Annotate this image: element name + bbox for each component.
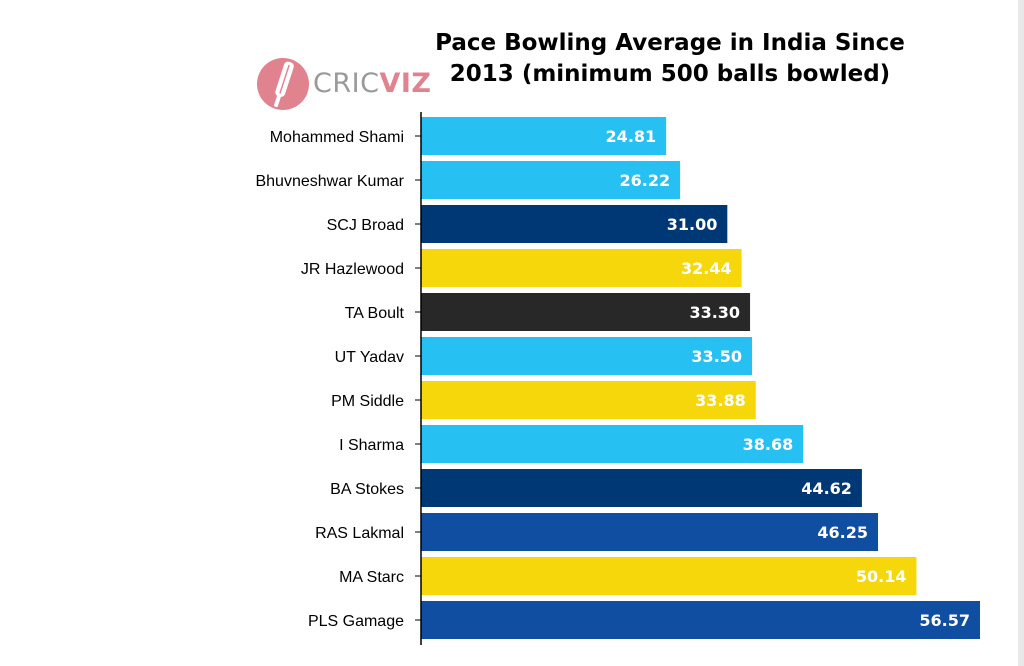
logo-wordmark: CRICVIZ	[313, 68, 431, 99]
value-label: 33.50	[691, 347, 742, 366]
value-label: 33.88	[695, 391, 746, 410]
category-label: RAS Lakmal	[315, 525, 404, 542]
bar	[421, 161, 681, 199]
bar	[421, 513, 879, 551]
value-label: 38.68	[743, 435, 794, 454]
category-label: PM Siddle	[331, 393, 404, 410]
category-label: TA Boult	[345, 305, 405, 322]
value-label: 50.14	[856, 567, 907, 586]
bar	[421, 293, 751, 331]
bar	[421, 469, 862, 507]
bar	[421, 249, 742, 287]
bar	[421, 205, 728, 243]
logo-text-cric: CRIC	[313, 68, 380, 99]
cricviz-logo: CRICVIZ	[255, 56, 431, 112]
value-label: 56.57	[919, 611, 970, 630]
category-label: UT Yadav	[335, 349, 404, 366]
category-label: Mohammed Shami	[270, 129, 404, 146]
chart-title-line-2: 2013 (minimum 500 balls bowled)	[449, 61, 891, 87]
category-label: I Sharma	[339, 437, 404, 454]
value-label: 32.44	[681, 259, 732, 278]
chart-title: Pace Bowling Average in India Since 2013…	[380, 28, 960, 90]
bar	[421, 337, 753, 375]
category-label: SCJ Broad	[327, 217, 404, 234]
category-label: JR Hazlewood	[301, 261, 404, 278]
bar	[421, 601, 980, 639]
category-label: Bhuvneshwar Kumar	[255, 173, 404, 190]
value-label: 26.22	[619, 171, 670, 190]
category-label: PLS Gamage	[308, 613, 404, 630]
category-label: BA Stokes	[330, 481, 404, 498]
value-label: 24.81	[606, 127, 657, 146]
value-label: 31.00	[667, 215, 718, 234]
window-edge	[1018, 0, 1024, 666]
bar	[421, 425, 804, 463]
value-label: 44.62	[801, 479, 852, 498]
cricket-bat-ball-icon	[257, 58, 309, 110]
chart-title-line-1: Pace Bowling Average in India Since	[435, 30, 905, 56]
value-label: 33.30	[689, 303, 740, 322]
bar	[421, 381, 756, 419]
bar	[421, 557, 917, 595]
bar	[421, 117, 667, 155]
logo-text-viz: VIZ	[379, 68, 432, 99]
category-label: MA Starc	[339, 569, 404, 586]
value-label: 46.25	[817, 523, 868, 542]
